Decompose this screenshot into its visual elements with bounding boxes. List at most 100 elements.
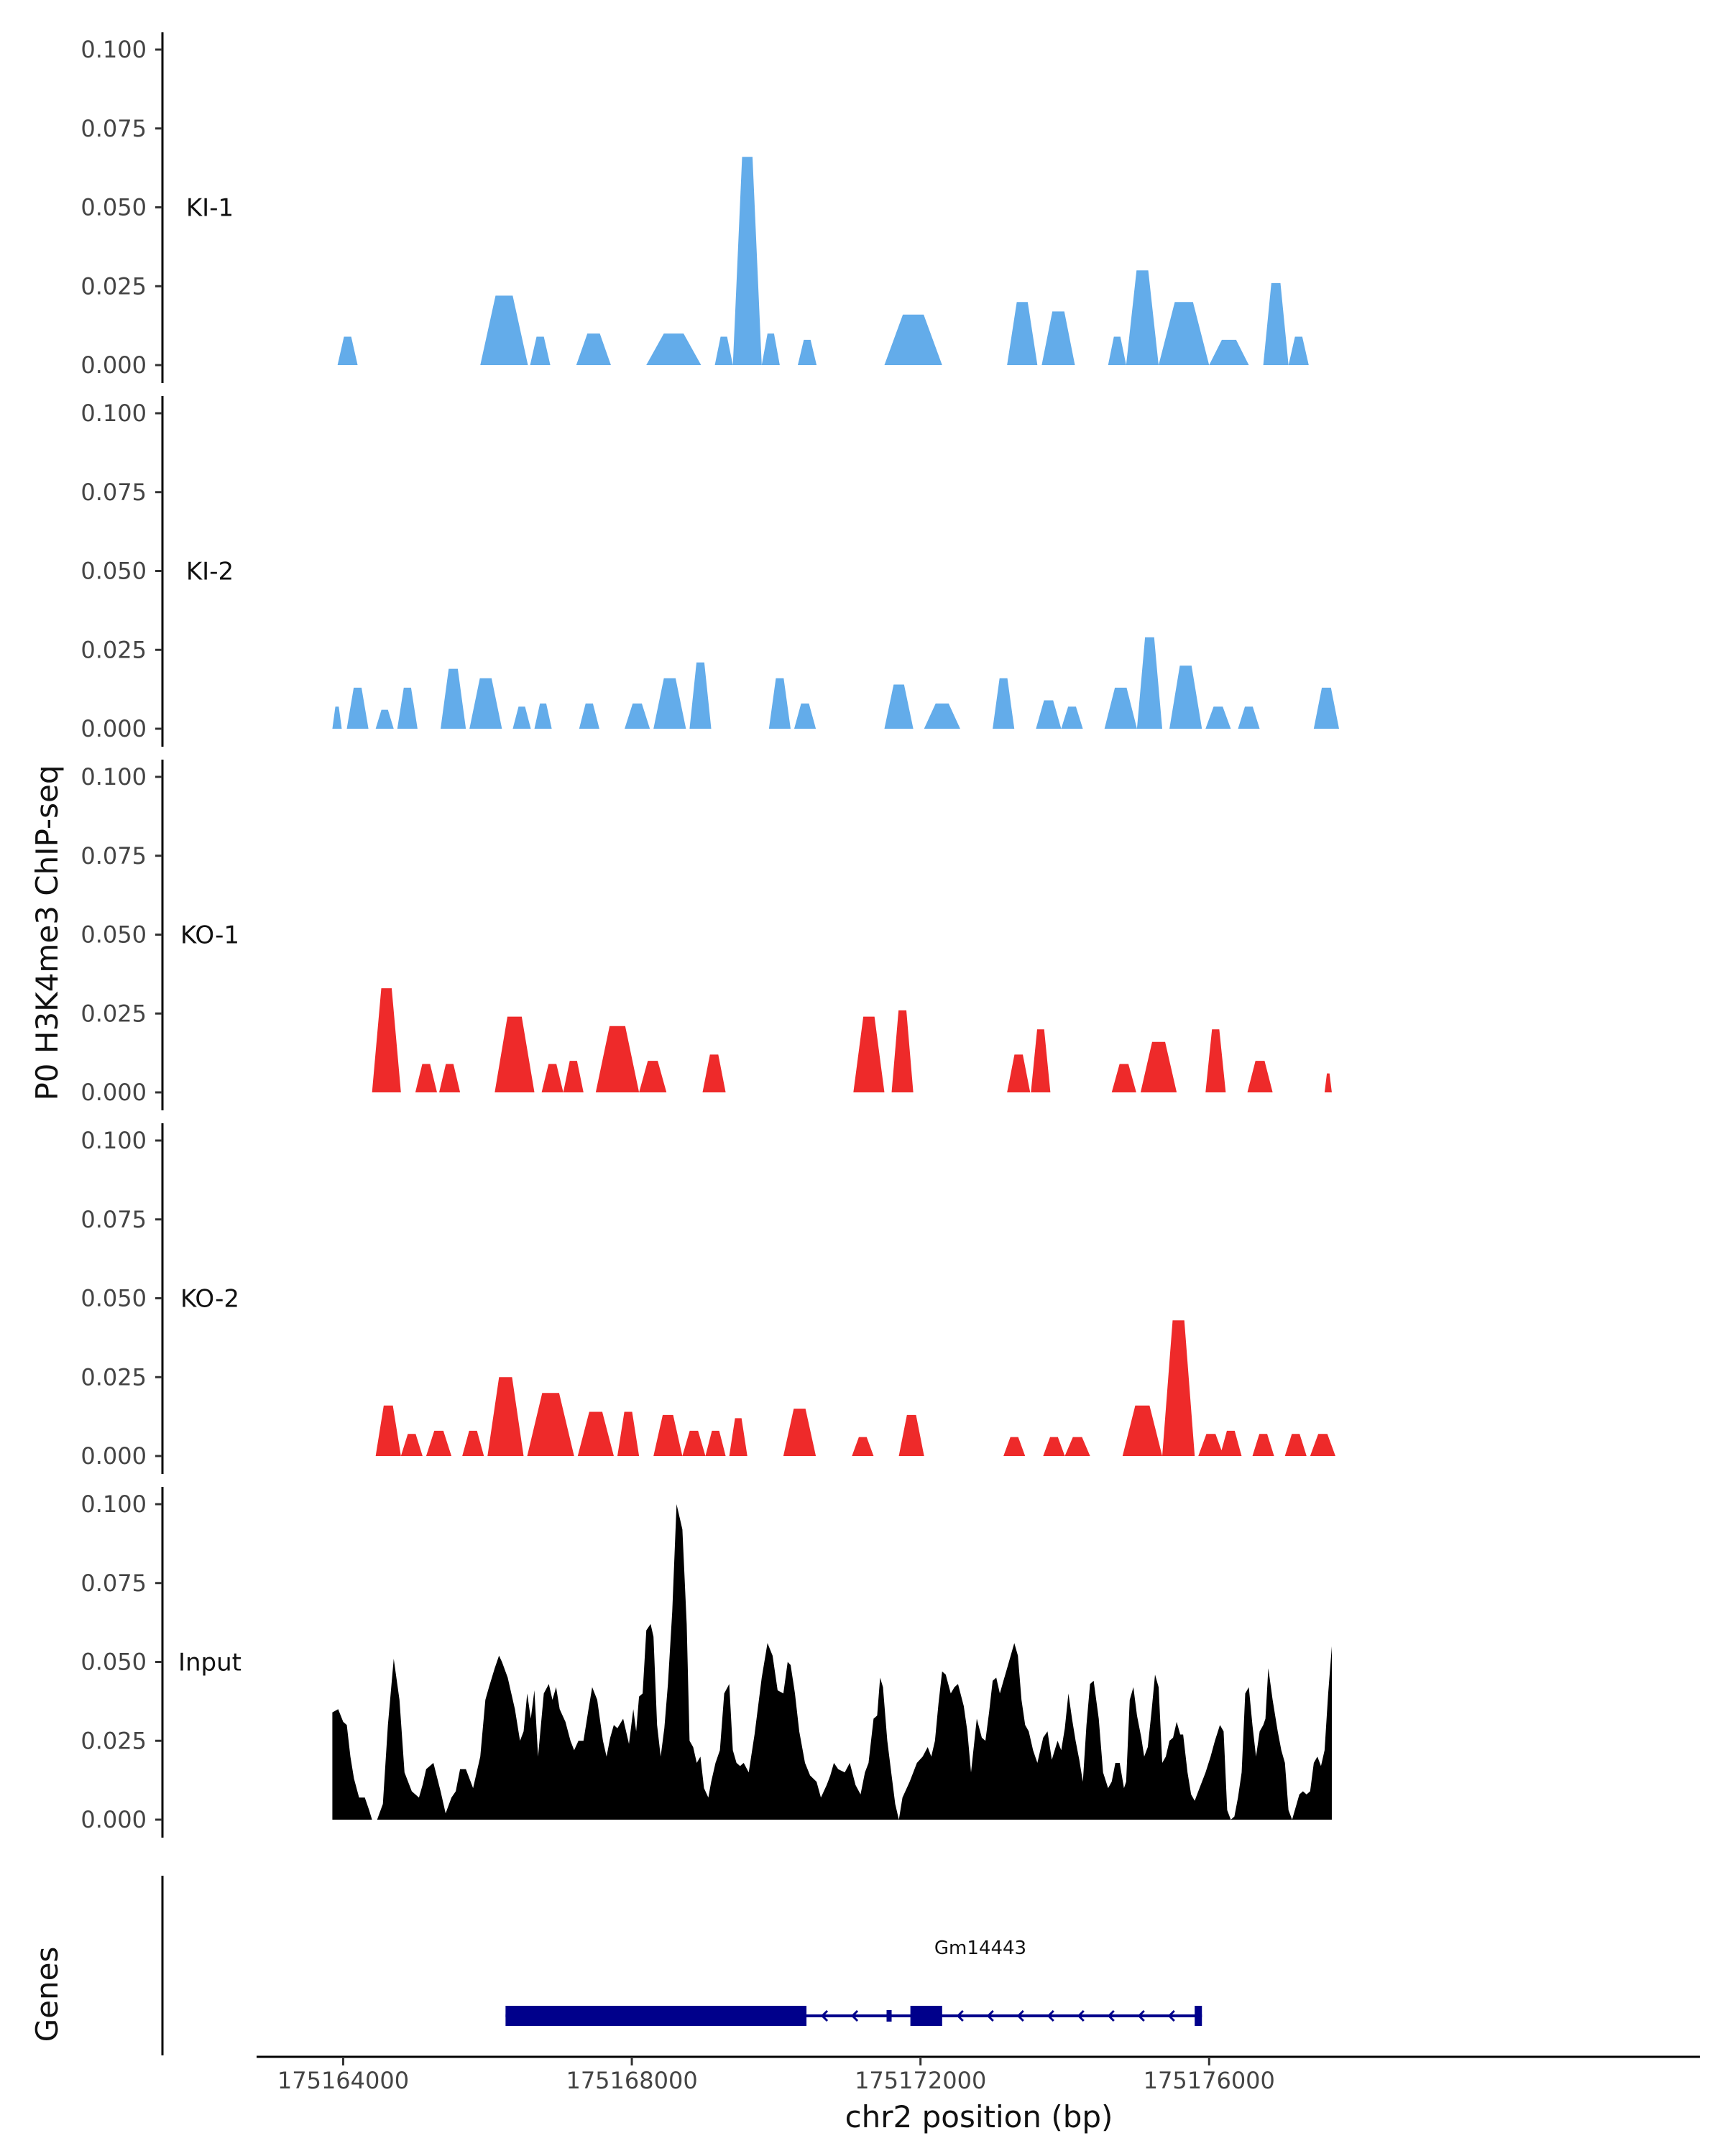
y-tick-label: 0.100 <box>80 763 147 791</box>
signal-peak <box>375 709 394 729</box>
x-tick-label: 175172000 <box>855 2067 986 2094</box>
signal-peak <box>1238 706 1260 729</box>
signal-peak <box>397 687 418 729</box>
strand-arrow <box>1107 2009 1115 2022</box>
signal-peak <box>1064 1437 1090 1456</box>
y-tick-label: 0.075 <box>80 842 147 870</box>
signal-tracks: 0.000 0.025 0.050 0.075 0.100 KI-1 0.000 0.025 0… <box>80 32 1339 1838</box>
signal-peak <box>1007 1054 1031 1092</box>
signal-peak <box>1003 1437 1026 1456</box>
gene-exon <box>505 2006 807 2026</box>
strand-arrow <box>1137 2009 1145 2022</box>
signal-peak <box>1104 687 1137 729</box>
y-axis-title: P0 H3K4me3 ChIP-seq <box>29 765 65 1100</box>
track-label: KI-1 <box>186 194 234 223</box>
signal-peak <box>768 678 791 729</box>
y-tick-label: 0.025 <box>80 272 147 300</box>
track-ki-2: 0.000 0.025 0.050 0.075 0.100 KI-2 <box>80 396 1339 747</box>
y-tick-label: 0.075 <box>80 115 147 142</box>
y-tick-label: 0.050 <box>80 1649 147 1676</box>
signal-peak <box>530 336 551 365</box>
x-tick-label: 175176000 <box>1144 2067 1275 2094</box>
signal-peak <box>494 1016 535 1092</box>
signal-peak <box>400 1434 423 1456</box>
signal-peak <box>783 1409 816 1456</box>
y-tick-label: 0.075 <box>80 1570 147 1597</box>
y-tick-label: 0.000 <box>80 351 147 379</box>
signal-peak <box>1108 336 1126 365</box>
signal-peak <box>1126 270 1159 365</box>
signal-peak <box>577 1411 614 1456</box>
y-tick-label: 0.025 <box>80 1000 147 1027</box>
y-tick-label: 0.100 <box>80 1491 147 1518</box>
signal-peak <box>563 1061 584 1092</box>
x-tick-label: 175168000 <box>566 2067 697 2094</box>
signal-peak <box>646 333 702 365</box>
signal-peak <box>1031 1029 1051 1092</box>
signal-peak <box>639 1061 667 1092</box>
y-tick-label: 0.025 <box>80 1727 147 1754</box>
signal-peak <box>337 336 358 365</box>
strand-arrow <box>1167 2009 1175 2022</box>
gene-model <box>505 2006 1202 2026</box>
y-tick-label: 0.050 <box>80 194 147 221</box>
signal-peak <box>714 336 733 365</box>
gene-exon <box>1195 2006 1202 2026</box>
signal-peak <box>625 703 650 729</box>
signal-peak <box>1198 1434 1224 1456</box>
signal-peak <box>469 678 502 729</box>
signal-peak <box>1041 311 1075 365</box>
signal-peak <box>1263 282 1289 365</box>
signal-peak <box>1310 1434 1335 1456</box>
track-label: Input <box>178 1649 242 1677</box>
signal-peak <box>439 1064 461 1092</box>
strand-arrow <box>820 2009 829 2022</box>
signal-peak <box>1136 637 1163 729</box>
signal-peak <box>1007 302 1038 365</box>
signal-peak <box>1220 1430 1242 1456</box>
gene-exon <box>910 2006 942 2026</box>
signal-peak <box>487 1377 524 1456</box>
signal-peak <box>1122 1405 1163 1456</box>
track-label: KI-2 <box>186 558 234 586</box>
signal-peak <box>653 678 686 729</box>
signal-peak <box>1036 700 1062 729</box>
signal-peak <box>617 1411 640 1456</box>
track-label: KO-2 <box>180 1285 239 1314</box>
signal-peak <box>441 668 466 729</box>
y-tick-label: 0.050 <box>80 558 147 585</box>
y-tick-label: 0.100 <box>80 400 147 427</box>
track-input: 0.000 0.025 0.050 0.075 0.100 Input <box>80 1487 1332 1838</box>
signal-peak <box>480 295 528 365</box>
signal-peak <box>853 1016 885 1092</box>
signal-peak <box>541 1064 564 1092</box>
signal-peak <box>1043 1437 1065 1456</box>
signal-peak <box>884 684 914 729</box>
signal-peak <box>682 1430 706 1456</box>
signal-peak <box>689 662 712 729</box>
signal-peak <box>1209 339 1249 365</box>
y-tick-label: 0.025 <box>80 636 147 663</box>
strand-arrow <box>956 2009 964 2022</box>
signal-peak <box>576 333 611 365</box>
y-tick-label: 0.075 <box>80 1206 147 1233</box>
signal-peak <box>372 988 401 1092</box>
signal-peak <box>1061 706 1083 729</box>
signal-peak <box>1205 706 1231 729</box>
signal-peak <box>798 339 817 365</box>
gene-name-label: Gm14443 <box>934 1938 1026 1959</box>
signal-peak <box>1111 1064 1136 1092</box>
x-ticks: 175164000 175168000 175172000 175176000 <box>277 2057 1275 2094</box>
signal-peak <box>705 1430 726 1456</box>
signal-peak <box>852 1437 874 1456</box>
signal-peak <box>332 706 342 729</box>
signal-peak <box>1159 302 1210 365</box>
signal-peak <box>732 157 762 365</box>
signal-peak <box>891 1010 914 1092</box>
strand-arrow <box>1016 2009 1024 2022</box>
track-label: KO-1 <box>180 921 239 950</box>
signal-peak <box>375 1405 401 1456</box>
y-tick-label: 0.000 <box>80 715 147 742</box>
gene-exon <box>886 2010 892 2022</box>
